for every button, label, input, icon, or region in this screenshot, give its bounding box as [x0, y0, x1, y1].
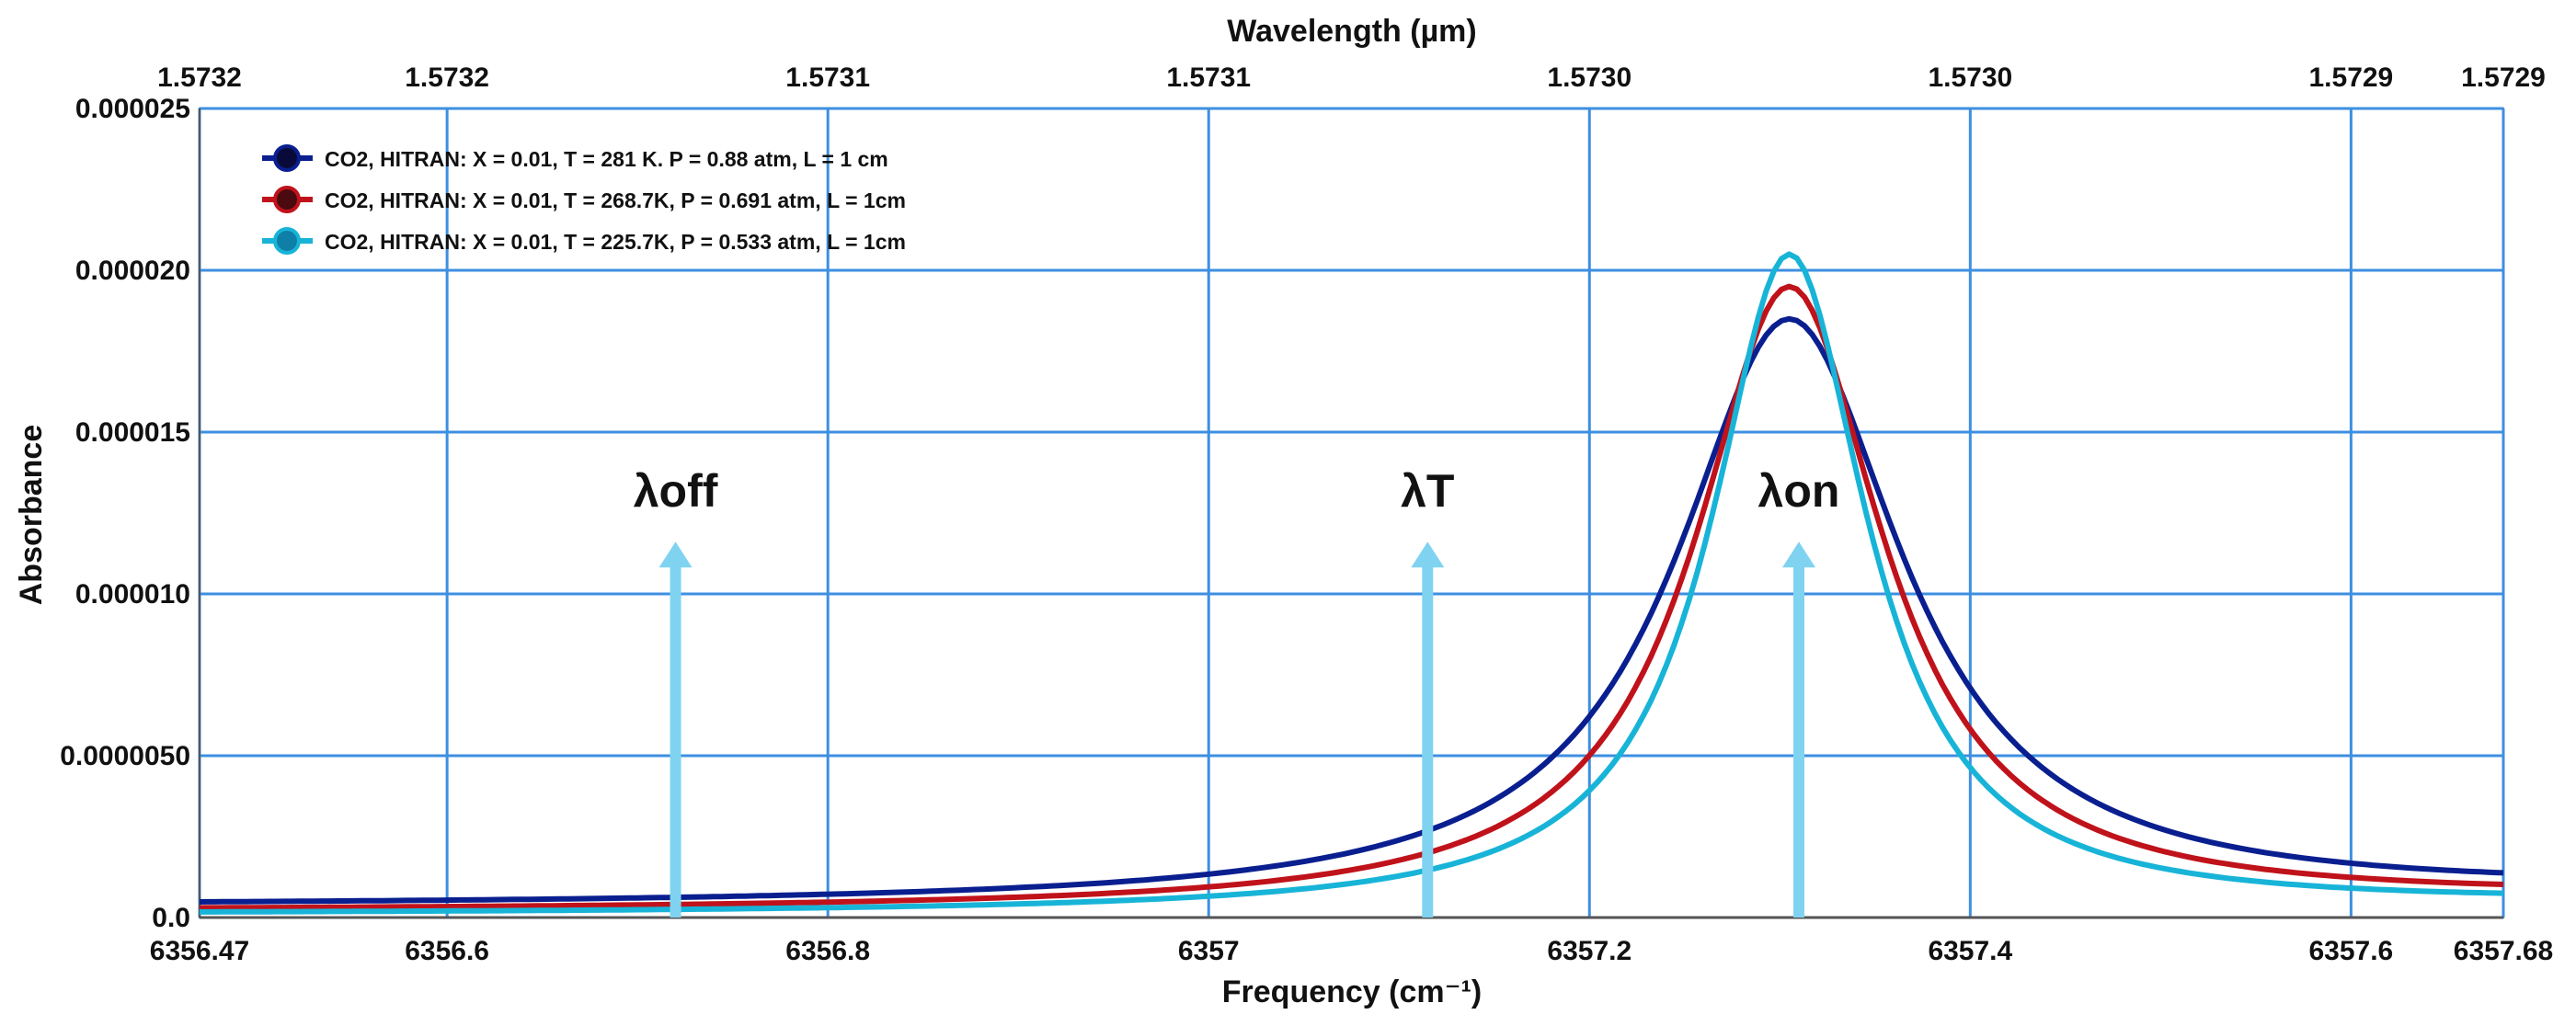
annotation-label: λon [1758, 465, 1840, 517]
top-tick-label: 1.5730 [1547, 63, 1631, 93]
y-tick-label: 0.000020 [75, 256, 190, 286]
x-tick-label: 6357.2 [1547, 936, 1631, 966]
legend-marker [273, 144, 301, 172]
annotations: λoff λT λon [634, 465, 1840, 918]
annotation-arrow-head [1411, 542, 1445, 568]
legend: CO2, HITRAN: X = 0.01, T = 281 K. P = 0.… [262, 144, 906, 255]
top-tick-label: 1.5729 [2308, 63, 2393, 93]
series-line-3 [200, 251, 2504, 915]
x-tick-label: 6357.6 [2308, 936, 2393, 966]
x-tick-label: 6357.4 [1928, 936, 2012, 966]
legend-marker [273, 227, 301, 255]
y-tick-label: 0.0 [152, 903, 190, 933]
annotation-label: λT [1401, 465, 1454, 517]
legend-marker [273, 186, 301, 213]
x-tick-label: 6357 [1178, 936, 1240, 966]
y-tick-label: 0.0000050 [60, 741, 190, 771]
x-axis-title: Frequency (cm⁻¹) [1222, 975, 1482, 1009]
y-axis-title: Absorbance [14, 425, 49, 606]
y-tick-label: 0.000025 [75, 94, 190, 124]
top-tick-label: 1.5730 [1928, 63, 2012, 93]
series-line-1 [199, 315, 2504, 905]
y-tick-label: 0.000010 [75, 579, 190, 610]
top-tick-label: 1.5732 [405, 63, 489, 93]
x-tick-label: 6356.47 [150, 936, 249, 966]
y-tick-label: 0.000015 [75, 417, 190, 448]
top-tick-label: 1.5732 [157, 63, 242, 93]
annotation-label: λoff [634, 465, 718, 517]
legend-label: CO2, HITRAN: X = 0.01, T = 268.7K, P = 0… [325, 188, 906, 212]
series-line-2 [199, 283, 2504, 911]
annotation-arrow-head [658, 542, 693, 568]
x-tick-label: 6357.68 [2454, 936, 2553, 966]
axes: 6356.47 6356.6 6356.8 6357 6357.2 6357.4 6357.… [60, 63, 2553, 966]
legend-label: CO2, HITRAN: X = 0.01, T = 225.7K, P = 0… [325, 230, 906, 254]
top-tick-label: 1.5731 [1166, 63, 1251, 93]
top-tick-label: 1.5731 [785, 63, 870, 93]
x-tick-label: 6356.6 [405, 936, 489, 966]
top-tick-label: 1.5729 [2461, 63, 2546, 93]
annotation-arrow-head [1782, 542, 1816, 568]
legend-label: CO2, HITRAN: X = 0.01, T = 281 K. P = 0.… [325, 147, 888, 171]
series-lines [199, 251, 2504, 915]
top-axis-title: Wavelength (µm) [1227, 14, 1476, 49]
x-tick-label: 6356.8 [785, 936, 870, 966]
